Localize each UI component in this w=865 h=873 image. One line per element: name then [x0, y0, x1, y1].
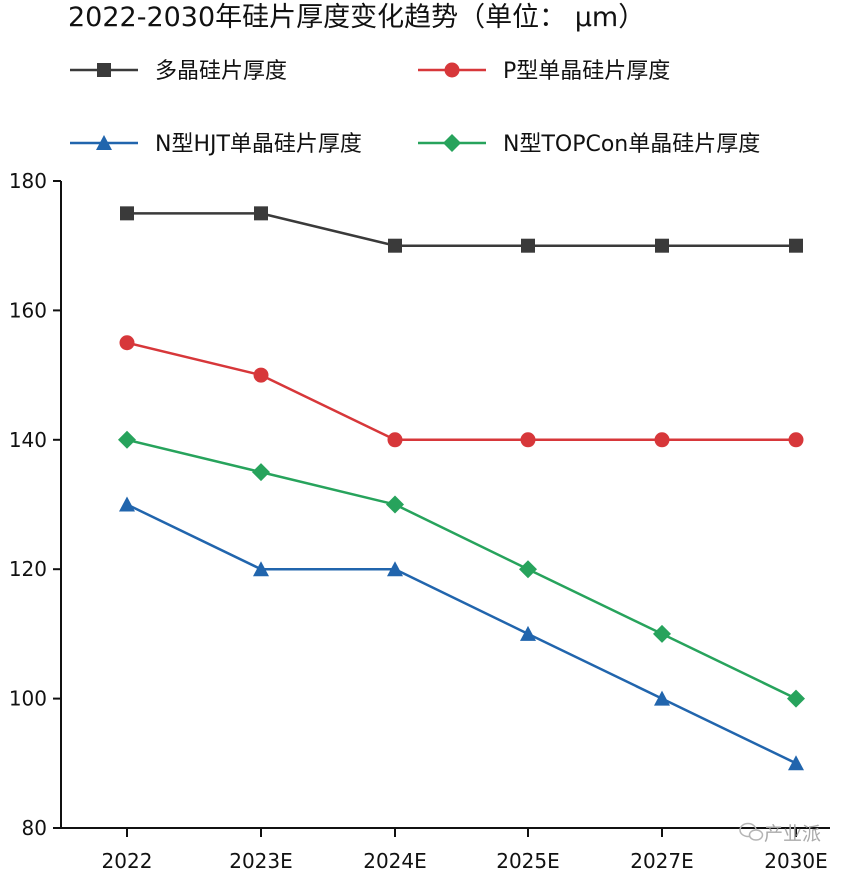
data-point-circle — [253, 367, 269, 383]
legend-label: N型HJT单晶硅片厚度 — [155, 132, 362, 157]
data-point-diamond — [519, 560, 537, 579]
y-tick-label: 80 — [22, 816, 47, 840]
data-point-triangle — [387, 561, 403, 577]
data-point-triangle — [788, 755, 804, 771]
legend-label: 多晶硅片厚度 — [155, 59, 287, 84]
series-line — [127, 212, 796, 247]
data-point-diamond — [252, 463, 270, 482]
data-point-square — [254, 206, 268, 221]
data-point-triangle — [654, 690, 670, 706]
x-tick-label: 2027E — [630, 849, 694, 873]
data-point-circle — [119, 335, 135, 351]
series-circle — [119, 335, 804, 448]
legend-label: P型单晶硅片厚度 — [503, 59, 670, 84]
series-line — [126, 438, 797, 700]
legend-item: 多晶硅片厚度 — [70, 59, 287, 84]
legend-item: P型单晶硅片厚度 — [418, 59, 670, 84]
series-square — [120, 206, 803, 253]
chart-legend: 多晶硅片厚度 P型单晶硅片厚度 N型HJT单晶硅片厚度 N型TOPCon单晶硅片厚度 — [70, 59, 760, 157]
y-tick-label: 140 — [9, 428, 47, 452]
series-line — [126, 503, 797, 765]
x-tick-label: 2024E — [363, 849, 427, 873]
data-point-circle — [387, 432, 403, 448]
series-line — [126, 341, 796, 442]
x-tick-label: 2022 — [102, 849, 153, 873]
watermark-text: 产业派 — [764, 823, 821, 845]
data-point-circle — [520, 432, 536, 448]
y-tick-label: 100 — [9, 687, 47, 711]
legend-marker-diamond — [443, 134, 461, 152]
legend-item: N型TOPCon单晶硅片厚度 — [418, 132, 760, 157]
series-triangle — [119, 496, 804, 771]
y-tick-label: 160 — [9, 298, 47, 322]
x-tick-label: 2025E — [496, 849, 560, 873]
legend-item: N型HJT单晶硅片厚度 — [70, 132, 362, 157]
legend-marker-circle — [444, 62, 460, 78]
data-point-triangle — [119, 496, 135, 512]
data-point-diamond — [787, 689, 805, 708]
data-point-square — [521, 238, 535, 253]
watermark: 产业派 — [739, 822, 821, 845]
x-tick-label: 2030E — [764, 849, 828, 873]
data-point-diamond — [386, 495, 404, 514]
data-point-triangle — [253, 561, 269, 577]
data-point-circle — [654, 432, 670, 448]
y-tick-label: 120 — [9, 557, 47, 581]
series-diamond — [118, 430, 805, 708]
data-point-diamond — [653, 624, 671, 643]
legend-marker-triangle — [96, 135, 112, 150]
data-point-square — [789, 238, 803, 253]
data-point-square — [655, 238, 669, 253]
data-point-triangle — [520, 625, 536, 641]
legend-marker-square — [97, 63, 111, 77]
series-layer — [118, 206, 805, 771]
wechat-icon — [739, 822, 764, 841]
y-tick-label: 180 — [9, 169, 47, 193]
data-point-diamond — [118, 430, 136, 449]
data-point-circle — [788, 432, 804, 448]
chart-title: 2022-2030年硅片厚度变化趋势（单位： μm） — [68, 2, 645, 33]
chart-axes: 80 100 120 140 160 180 2022 2023E 2024E 2025E 2027… — [9, 169, 830, 873]
data-point-square — [120, 206, 134, 221]
x-tick-label: 2023E — [229, 849, 293, 873]
data-point-square — [388, 238, 402, 253]
legend-label: N型TOPCon单晶硅片厚度 — [503, 132, 760, 157]
